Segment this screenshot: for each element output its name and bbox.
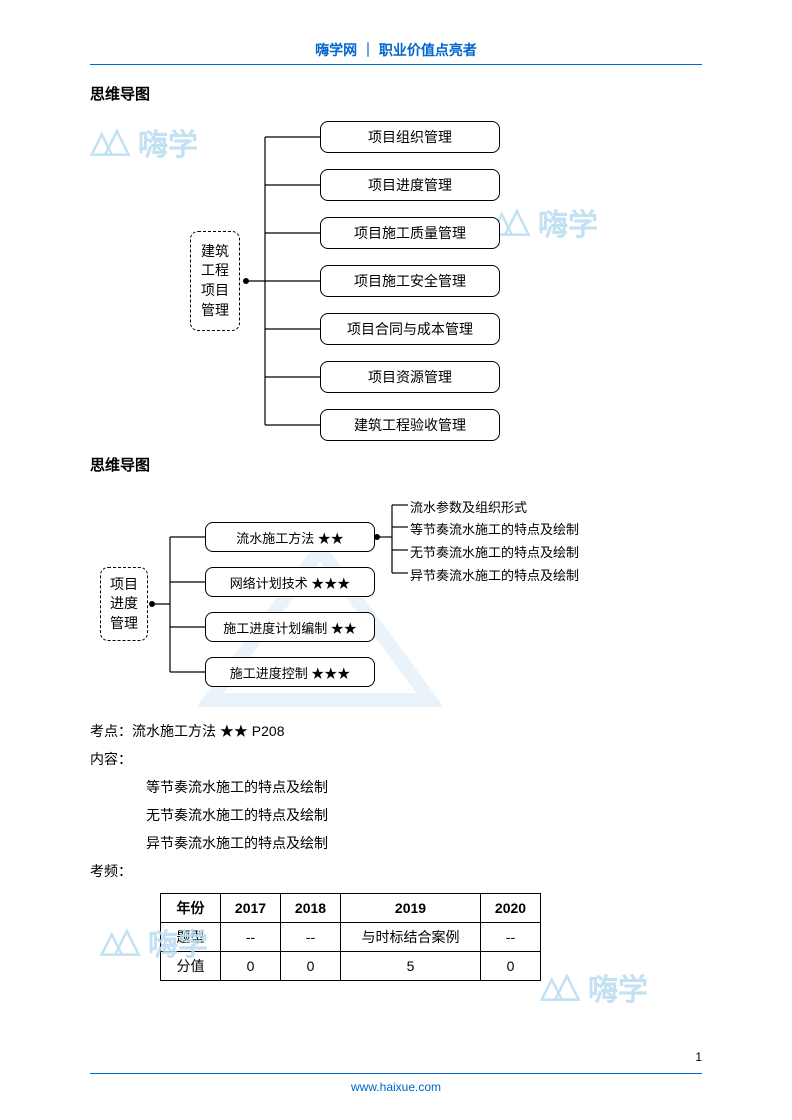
mm2-note: 等节奏流水施工的特点及绘制 xyxy=(410,519,579,541)
table-cell: 与时标结合案例 xyxy=(341,923,481,952)
table-cell: 0 xyxy=(281,952,341,981)
header-divider xyxy=(90,64,702,65)
table-header: 2018 xyxy=(281,894,341,923)
mindmap-1: 建筑 工程 项目 管理 项目组织管理 项目进度管理 项目施工质量管理 项目施工安… xyxy=(90,116,702,446)
table-cell: 0 xyxy=(221,952,281,981)
table-cell: 0 xyxy=(481,952,541,981)
table-header: 年份 xyxy=(161,894,221,923)
mm1-branch: 项目组织管理 xyxy=(320,121,500,153)
mm1-branch: 项目施工安全管理 xyxy=(320,265,500,297)
freq-label: 考频： xyxy=(90,857,702,885)
content-item: 异节奏流水施工的特点及绘制 xyxy=(90,829,702,857)
table-row: 分值 0 0 5 0 xyxy=(161,952,541,981)
mm2-note: 无节奏流水施工的特点及绘制 xyxy=(410,542,579,564)
table-row: 年份 2017 2018 2019 2020 xyxy=(161,894,541,923)
mm1-root-node: 建筑 工程 项目 管理 xyxy=(190,231,240,331)
frequency-table: 年份 2017 2018 2019 2020 题型 -- -- 与时标结合案例 … xyxy=(160,893,541,981)
footer-divider xyxy=(90,1073,702,1074)
content-label: 内容： xyxy=(90,745,702,773)
table-header: 2017 xyxy=(221,894,281,923)
mindmap-2: 项目 进度 管理 流水施工方法 ★★ 网络计划技术 ★★★ 施工进度计划编制 ★… xyxy=(90,487,702,717)
mm1-branch: 建筑工程验收管理 xyxy=(320,409,500,441)
table-header: 2020 xyxy=(481,894,541,923)
mm2-branch: 流水施工方法 ★★ xyxy=(205,522,375,552)
content-item: 无节奏流水施工的特点及绘制 xyxy=(90,801,702,829)
table-cell: -- xyxy=(221,923,281,952)
mm2-branch: 施工进度控制 ★★★ xyxy=(205,657,375,687)
exam-point: 考点：流水施工方法 ★★ P208 xyxy=(90,717,702,745)
section-title-1: 思维导图 xyxy=(90,83,702,104)
mm1-branch: 项目施工质量管理 xyxy=(320,217,500,249)
page-header: 嗨学网 ｜ 职业价值点亮者 xyxy=(90,40,702,60)
watermark-logo: 嗨学 xyxy=(540,965,648,1009)
mm2-branch: 施工进度计划编制 ★★ xyxy=(205,612,375,642)
table-cell: 题型 xyxy=(161,923,221,952)
mm2-note: 异节奏流水施工的特点及绘制 xyxy=(410,565,579,587)
table-cell: 5 xyxy=(341,952,481,981)
table-row: 题型 -- -- 与时标结合案例 -- xyxy=(161,923,541,952)
mm2-branch: 网络计划技术 ★★★ xyxy=(205,567,375,597)
page-number: 1 xyxy=(695,1050,702,1064)
table-cell: 分值 xyxy=(161,952,221,981)
mm2-root-node: 项目 进度 管理 xyxy=(100,567,148,641)
footer-url: www.haixue.com xyxy=(0,1080,792,1094)
mm2-note: 流水参数及组织形式 xyxy=(410,497,527,519)
mm1-branch: 项目进度管理 xyxy=(320,169,500,201)
table-header: 2019 xyxy=(341,894,481,923)
mm1-branch: 项目资源管理 xyxy=(320,361,500,393)
section-title-2: 思维导图 xyxy=(90,454,702,475)
table-cell: -- xyxy=(481,923,541,952)
content-item: 等节奏流水施工的特点及绘制 xyxy=(90,773,702,801)
mm1-branch: 项目合同与成本管理 xyxy=(320,313,500,345)
table-cell: -- xyxy=(281,923,341,952)
